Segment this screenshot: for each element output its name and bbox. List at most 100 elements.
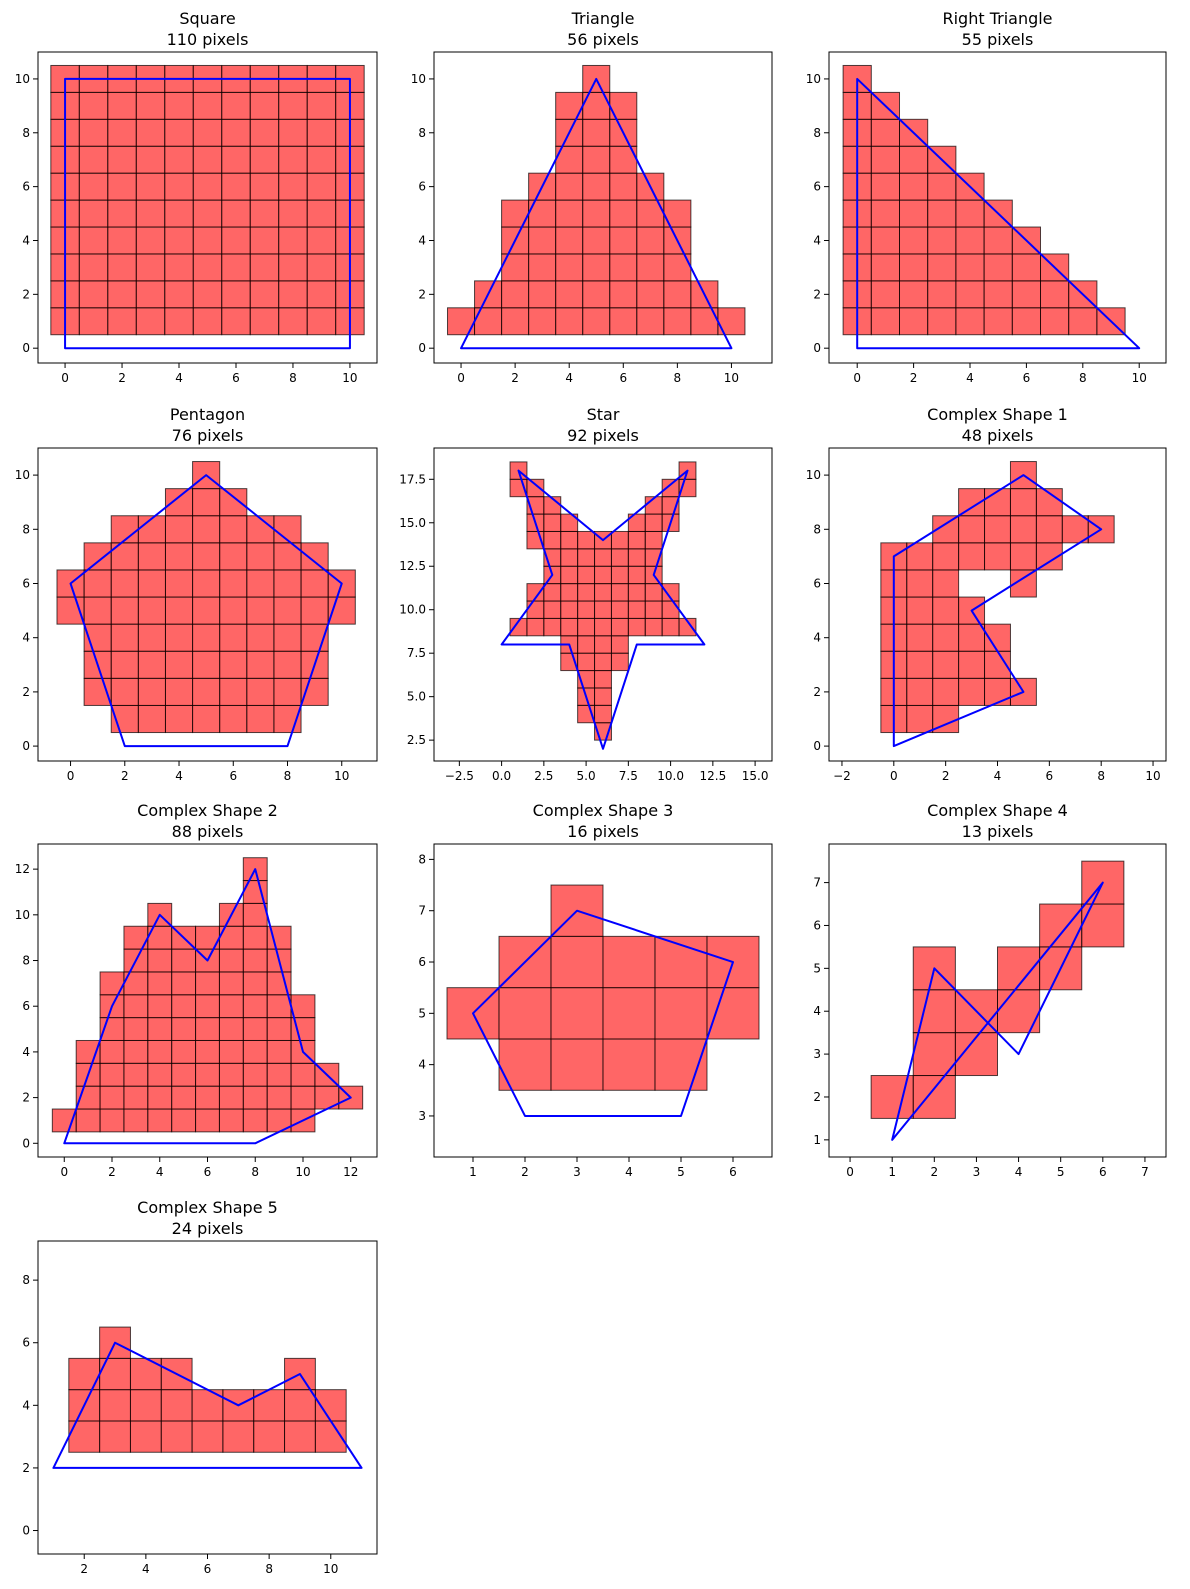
subplot-title: Complex Shape 3: [533, 801, 674, 820]
pixel-cell: [678, 617, 697, 637]
pixel-cell: [266, 1085, 292, 1110]
pixel-cell: [870, 172, 901, 201]
pixel-cell: [123, 1062, 149, 1087]
pixel-cell: [306, 172, 337, 201]
pixel-cell: [164, 307, 194, 336]
pixel-cell: [218, 1017, 244, 1041]
x-tick-label: 6: [204, 1562, 212, 1576]
x-tick-label: 4: [175, 769, 183, 783]
pixel-cell: [1009, 515, 1037, 544]
axes-frame: [828, 51, 1167, 364]
subplot-pixel-count: 56 pixels: [567, 30, 639, 49]
x-tick-label: 4: [565, 371, 573, 385]
pixel-cell: [147, 994, 173, 1019]
x-tick-label: 8: [289, 371, 297, 385]
x-tick-label: 10: [724, 371, 739, 385]
pixel-cell: [171, 994, 197, 1019]
pixel-cell: [249, 118, 280, 147]
shape-outline: [69, 474, 343, 748]
pixel-cell: [870, 226, 901, 255]
pixel-cell: [582, 145, 611, 174]
pixel-cell: [526, 600, 545, 619]
x-tick-label: 12: [343, 1165, 358, 1179]
pixel-cell: [110, 569, 139, 598]
pixel-cell: [192, 542, 221, 571]
pixel-cell: [577, 548, 596, 567]
pixel-cell: [219, 596, 248, 625]
pixel-cell: [83, 569, 112, 598]
y-tick-label: 4: [22, 631, 30, 645]
pixel-cell: [246, 542, 275, 571]
pixel-cell: [284, 1389, 316, 1422]
pixel-cell: [78, 226, 109, 255]
pixel-cell: [594, 565, 612, 585]
pixel-cell: [984, 488, 1011, 517]
subplot-title: Right Triangle: [942, 9, 1052, 28]
x-tick-label: 6: [1023, 371, 1031, 385]
pixel-cell: [249, 91, 280, 120]
pixel-cell: [958, 515, 986, 544]
y-tick-label: 2: [22, 685, 30, 699]
pixel-cell: [164, 91, 194, 120]
pixel-cell: [192, 91, 223, 120]
pixel-cell: [99, 1062, 125, 1087]
pixel-cell: [594, 600, 612, 619]
pixel-cell: [249, 307, 280, 336]
pixel-cell: [955, 226, 985, 255]
pixel-cell: [300, 596, 329, 625]
pixel-cell: [192, 515, 221, 544]
subplot-7: Complex Shape 2 88 pixels 0 2 4 6 8 10 12 0 2 4 6 8 10…: [15, 801, 378, 1179]
pixel-cell: [543, 600, 562, 619]
y-tick-label: 2: [22, 1461, 30, 1475]
y-tick-label: 7: [813, 876, 821, 890]
pixel-cell: [137, 677, 166, 706]
pixel-cell: [164, 650, 194, 679]
y-tick-label: 5: [813, 961, 821, 975]
pixel-cell: [273, 650, 302, 679]
pixel-cell: [577, 583, 596, 602]
y-tick-label: 0: [22, 341, 30, 355]
pixel-cell: [164, 569, 194, 598]
subplot-pixel-count: 13 pixels: [962, 822, 1034, 841]
pixel-cell: [107, 253, 137, 282]
pixel-cell: [110, 515, 139, 544]
pixel-cell: [594, 583, 612, 602]
pixel-cell: [278, 307, 308, 336]
pixel-cell: [609, 307, 638, 336]
pixel-cell: [218, 1108, 244, 1133]
y-tick-label: 10: [806, 468, 821, 482]
pixel-cell: [290, 994, 316, 1019]
pixel-cell: [129, 1420, 162, 1453]
pixel-cell: [498, 1038, 552, 1091]
subplot-6: Complex Shape 1 48 pixels −2 0 2 4 6 8 10 0 2 4 6 8 10: [806, 405, 1167, 783]
axes-frame: [433, 51, 773, 364]
x-tick-label: −2: [833, 769, 851, 783]
pixel-cells: [842, 64, 1126, 336]
x-tick-label: 15.0: [742, 769, 769, 783]
x-tick-label: 8: [265, 1562, 273, 1576]
pixel-cell: [192, 596, 221, 625]
pixel-cell: [78, 253, 109, 282]
x-tick-label: 6: [1046, 769, 1054, 783]
pixel-cell: [627, 617, 646, 637]
pixel-cell: [984, 515, 1011, 544]
pixel-cell: [560, 617, 579, 637]
x-tick-label: 3: [573, 1165, 581, 1179]
pixel-cell: [654, 987, 708, 1040]
pixel-cell: [906, 677, 934, 706]
pixel-cell: [221, 118, 251, 147]
pixel-cell: [300, 677, 329, 706]
pixel-cell: [661, 478, 680, 498]
y-tick-label: 2: [813, 685, 821, 699]
pixel-cell: [135, 280, 166, 309]
pixel-cell: [661, 583, 680, 602]
pixel-cell: [273, 569, 302, 598]
pixel-cell: [899, 280, 929, 309]
y-tick-label: 3: [418, 1109, 426, 1123]
x-tick-label: 10: [342, 371, 357, 385]
pixel-cell: [610, 600, 629, 619]
pixel-cell: [594, 687, 612, 706]
pixel-cell: [306, 145, 337, 174]
pixel-cell: [123, 1108, 149, 1133]
pixel-cell: [555, 307, 584, 336]
